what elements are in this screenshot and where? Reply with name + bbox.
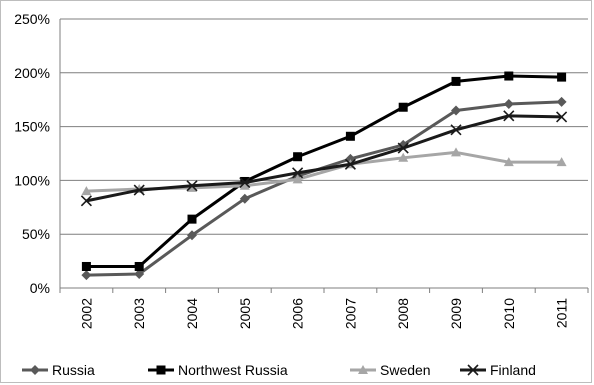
x-marker-stroke (344, 158, 356, 170)
series-line (86, 74, 562, 268)
data-point (467, 364, 479, 376)
y-tick-label: 200% (14, 65, 50, 81)
data-point (186, 180, 198, 192)
legend-item: Sweden (350, 362, 431, 378)
data-point (503, 157, 514, 167)
x-tick-label: 2007 (342, 298, 358, 329)
data-point (156, 365, 166, 375)
data-point (397, 142, 409, 154)
data-point (239, 176, 251, 189)
x-marker-stroke (186, 180, 198, 192)
legend-label: Northwest Russia (178, 362, 288, 378)
legend-item: Russia (22, 362, 95, 378)
x-tick-label: 2006 (290, 298, 306, 329)
data-point (557, 72, 567, 82)
data-point (81, 186, 92, 196)
x-tick-label: 2005 (237, 298, 253, 329)
x-marker-stroke (503, 110, 515, 122)
x-marker-stroke (133, 184, 145, 196)
legend-item: Finland (460, 362, 536, 378)
data-point (358, 365, 368, 374)
data-point (187, 230, 197, 241)
data-point (30, 365, 40, 375)
data-point (504, 71, 514, 81)
data-point (134, 261, 144, 271)
data-point (239, 193, 250, 204)
y-tick-label: 150% (14, 119, 50, 135)
x-tick-label: 2011 (554, 298, 570, 328)
data-point (134, 269, 145, 280)
x-marker-stroke (397, 142, 409, 154)
data-point (398, 102, 408, 112)
series-line (86, 150, 562, 193)
data-point (556, 111, 568, 123)
data-point (503, 110, 515, 122)
x-marker-stroke (450, 124, 462, 136)
data-point (133, 184, 145, 196)
data-point (398, 152, 409, 162)
data-point (187, 214, 197, 224)
y-tick-label: 250% (14, 11, 50, 27)
x-tick-label: 2008 (395, 298, 411, 329)
data-point (80, 195, 92, 207)
data-point (239, 180, 250, 190)
x-tick-label: 2010 (501, 298, 517, 329)
data-point (345, 131, 355, 141)
x-tick-label: 2002 (78, 298, 94, 329)
legend-label: Russia (52, 362, 95, 378)
data-point (556, 157, 567, 167)
x-marker-stroke (80, 195, 92, 207)
x-tick-label: 2009 (448, 298, 464, 329)
data-point (187, 182, 197, 192)
x-marker-stroke (467, 364, 479, 376)
data-point (503, 99, 514, 110)
series-line (86, 114, 562, 203)
data-point (81, 261, 91, 271)
legend-item: Northwest Russia (148, 362, 288, 378)
data-point (292, 174, 303, 184)
data-point (451, 76, 461, 86)
x-marker-stroke (292, 167, 304, 179)
legend-label: Sweden (380, 362, 431, 378)
y-tick-label: 50% (22, 226, 50, 242)
data-point (292, 167, 304, 179)
data-point (450, 124, 462, 136)
x-marker-stroke (239, 176, 251, 189)
x-tick-label: 2003 (131, 298, 147, 329)
data-point (451, 105, 461, 116)
data-point (293, 152, 303, 162)
y-tick-label: 0% (30, 280, 50, 296)
data-point (81, 270, 92, 281)
data-point (556, 96, 567, 107)
data-point (451, 147, 461, 157)
legend-label: Finland (490, 362, 536, 378)
data-point (344, 158, 356, 170)
x-tick-label: 2004 (184, 298, 200, 329)
x-marker-stroke (556, 111, 568, 123)
y-tick-label: 100% (14, 172, 50, 188)
